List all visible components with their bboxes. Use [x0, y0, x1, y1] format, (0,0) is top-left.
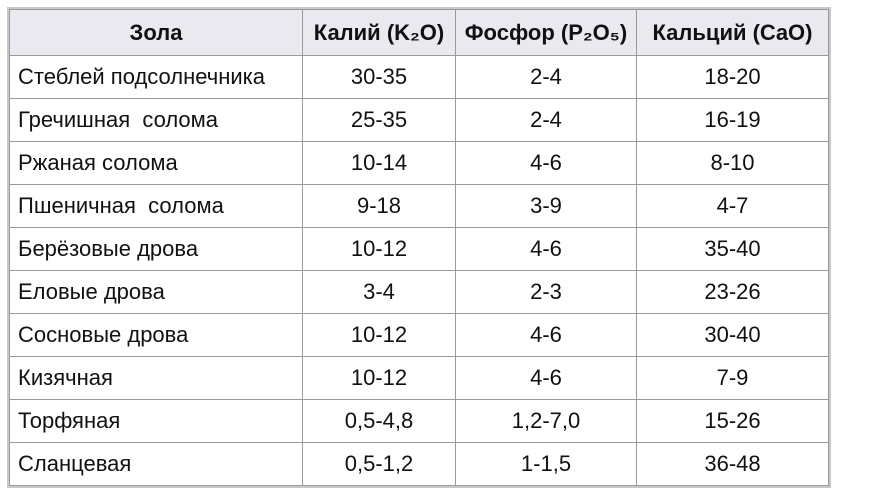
- cell: 35-40: [636, 227, 829, 271]
- table-row: Торфяная 0,5-4,8 1,2-7,0 15-26: [9, 399, 829, 443]
- row-label: Сланцевая: [9, 442, 303, 486]
- cell: 30-35: [302, 55, 456, 99]
- table-row: Кизячная 10-12 4-6 7-9: [9, 356, 829, 400]
- table-row: Сосновые дрова 10-12 4-6 30-40: [9, 313, 829, 357]
- cell: 4-6: [455, 227, 637, 271]
- cell: 7-9: [636, 356, 829, 400]
- cell: 25-35: [302, 98, 456, 142]
- row-label: Кизячная: [9, 356, 303, 400]
- cell: 10-14: [302, 141, 456, 185]
- table-frame: Зола Калий (K₂O) Фосфор (P₂O₅) Кальций (CaO…: [7, 7, 831, 488]
- table-row: Пшеничная солома 9-18 3-9 4-7: [9, 184, 829, 228]
- row-label: Торфяная: [9, 399, 303, 443]
- cell: 3-9: [455, 184, 637, 228]
- cell: 23-26: [636, 270, 829, 314]
- cell: 30-40: [636, 313, 829, 357]
- row-label: Берёзовые дрова: [9, 227, 303, 271]
- cell: 16-19: [636, 98, 829, 142]
- cell: 36-48: [636, 442, 829, 486]
- table-row: Берёзовые дрова 10-12 4-6 35-40: [9, 227, 829, 271]
- cell: 3-4: [302, 270, 456, 314]
- cell: 8-10: [636, 141, 829, 185]
- cell: 4-6: [455, 356, 637, 400]
- table-row: Стеблей подсолнечника 30-35 2-4 18-20: [9, 55, 829, 99]
- cell: 4-6: [455, 141, 637, 185]
- header-cell: Калий (K₂O): [302, 9, 456, 56]
- ash-table: Зола Калий (K₂O) Фосфор (P₂O₅) Кальций (CaO…: [9, 9, 829, 486]
- cell: 18-20: [636, 55, 829, 99]
- cell: 0,5-1,2: [302, 442, 456, 486]
- table-row: Еловые дрова 3-4 2-3 23-26: [9, 270, 829, 314]
- header-cell: Зола: [9, 9, 303, 56]
- row-label: Гречишная солома: [9, 98, 303, 142]
- cell: 2-4: [455, 98, 637, 142]
- header-row: Зола Калий (K₂O) Фосфор (P₂O₅) Кальций (CaO…: [9, 9, 829, 56]
- cell: 2-4: [455, 55, 637, 99]
- cell: 1,2-7,0: [455, 399, 637, 443]
- row-label: Сосновые дрова: [9, 313, 303, 357]
- cell: 10-12: [302, 356, 456, 400]
- cell: 15-26: [636, 399, 829, 443]
- table-row: Сланцевая 0,5-1,2 1-1,5 36-48: [9, 442, 829, 486]
- table-body: Стеблей подсолнечника 30-35 2-4 18-20 Гречиш…: [9, 55, 829, 486]
- row-label: Ржаная солома: [9, 141, 303, 185]
- header-cell: Фосфор (P₂O₅): [455, 9, 637, 56]
- row-label: Пшеничная солома: [9, 184, 303, 228]
- cell: 10-12: [302, 227, 456, 271]
- cell: 9-18: [302, 184, 456, 228]
- row-label: Стеблей подсолнечника: [9, 55, 303, 99]
- cell: 4-7: [636, 184, 829, 228]
- cell: 2-3: [455, 270, 637, 314]
- cell: 10-12: [302, 313, 456, 357]
- cell: 1-1,5: [455, 442, 637, 486]
- table-row: Гречишная солома 25-35 2-4 16-19: [9, 98, 829, 142]
- cell: 4-6: [455, 313, 637, 357]
- cell: 0,5-4,8: [302, 399, 456, 443]
- row-label: Еловые дрова: [9, 270, 303, 314]
- table-row: Ржаная солома 10-14 4-6 8-10: [9, 141, 829, 185]
- header-cell: Кальций (CaO): [636, 9, 829, 56]
